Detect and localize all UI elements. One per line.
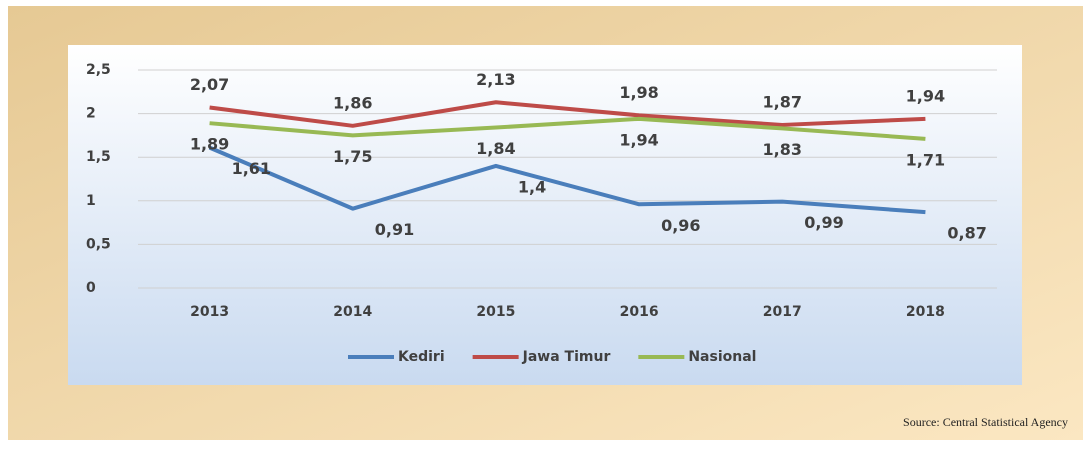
data-label: 0,91 [375, 220, 414, 239]
data-label: 1,84 [476, 139, 515, 158]
series-line [209, 116, 926, 141]
data-label: 0,99 [804, 213, 843, 232]
data-label: 1,4 [518, 177, 546, 196]
data-label: 0,87 [947, 224, 986, 243]
source-note: Source: Central Statistical Agency [903, 415, 1068, 429]
y-tick-label: 1,5 [86, 149, 111, 165]
legend-label: Jawa Timur [522, 349, 611, 365]
data-label: 1,98 [619, 83, 658, 102]
series-line [209, 100, 926, 128]
y-tick-label: 2,5 [86, 62, 111, 78]
plot-area [68, 45, 1022, 385]
legend-label: Nasional [688, 349, 756, 365]
series-line [208, 145, 926, 215]
x-tick-label: 2018 [906, 304, 945, 320]
y-tick-label: 0 [86, 280, 96, 296]
data-label: 1,75 [333, 147, 372, 166]
data-label: 2,13 [476, 70, 515, 89]
data-label: 1,61 [232, 159, 271, 178]
x-tick-label: 2015 [476, 304, 515, 320]
data-label: 2,07 [190, 75, 229, 94]
data-label: 1,86 [333, 93, 372, 112]
x-tick-label: 2013 [190, 304, 229, 320]
y-tick-label: 1 [86, 193, 96, 209]
x-tick-label: 2014 [333, 304, 372, 320]
data-label: 1,83 [763, 140, 802, 159]
data-label: 1,89 [190, 135, 229, 154]
y-tick-label: 0,5 [86, 236, 111, 252]
x-tick-label: 2016 [620, 304, 659, 320]
legend-label: Kediri [398, 349, 445, 365]
data-label: 1,87 [763, 92, 802, 111]
x-tick-label: 2017 [763, 304, 802, 320]
data-label: 1,71 [906, 150, 945, 169]
y-tick-label: 2 [86, 106, 96, 122]
data-label: 1,94 [906, 86, 945, 105]
data-label: 0,96 [661, 216, 700, 235]
data-label: 1,94 [619, 130, 658, 149]
